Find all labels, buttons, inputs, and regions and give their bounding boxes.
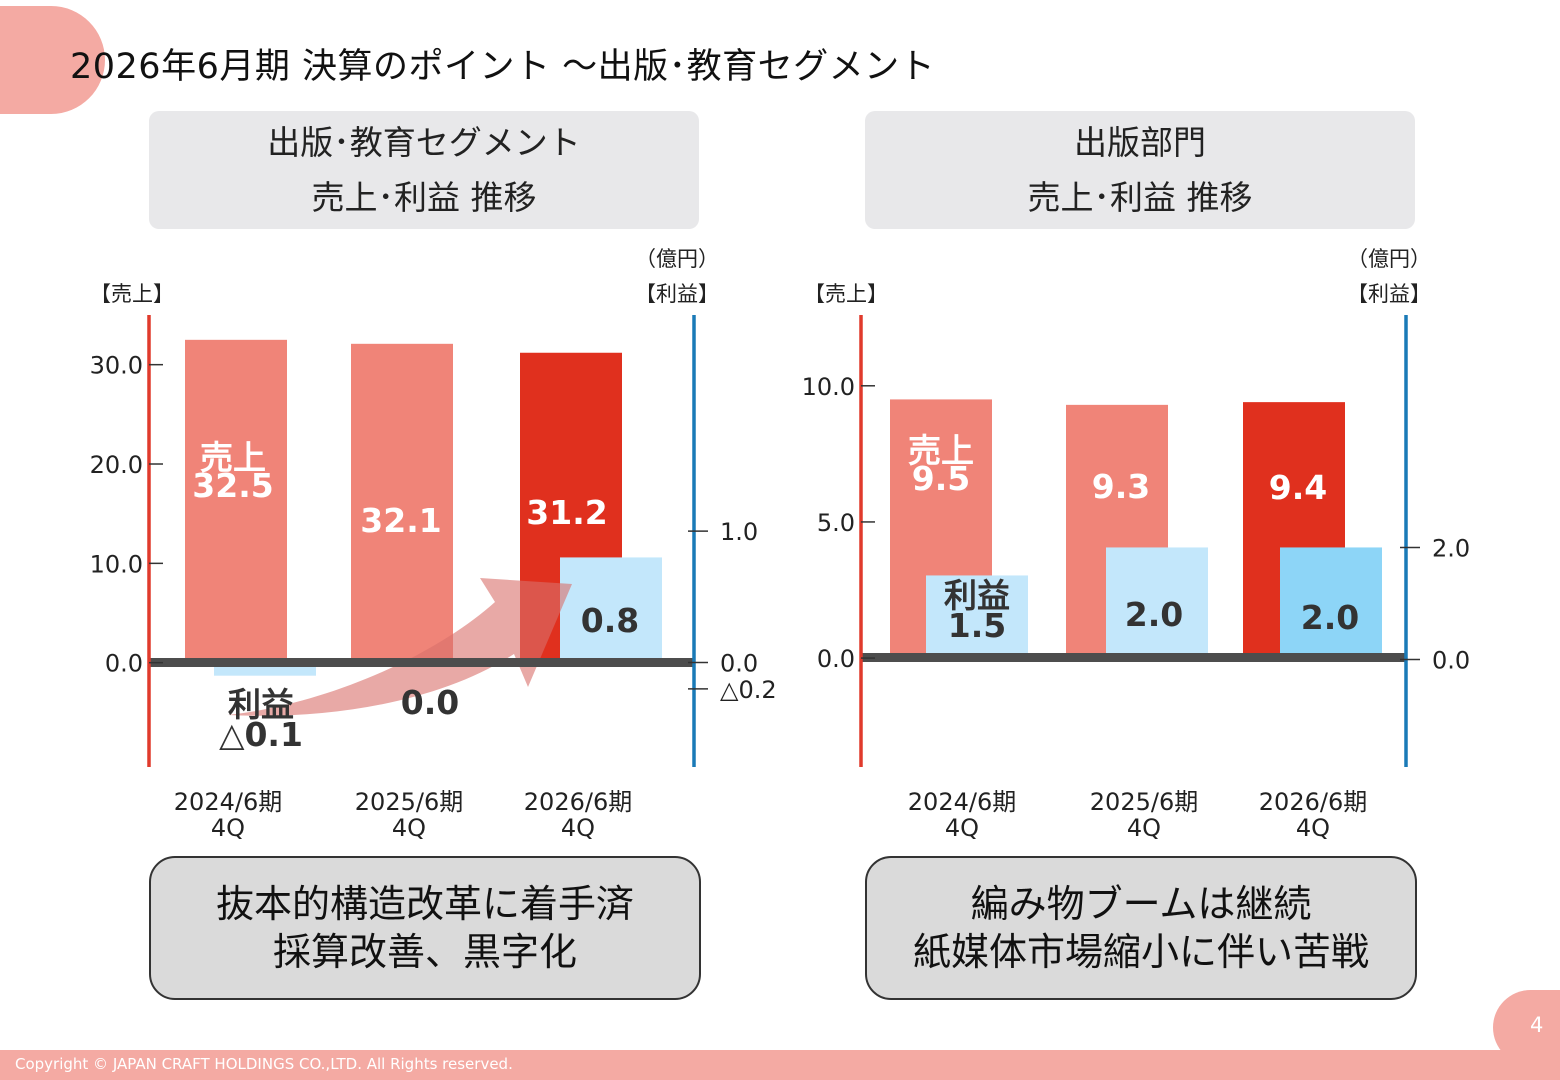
segment-sales-data-label-2: 32.1 bbox=[360, 501, 441, 540]
left-panel-header: 出版･教育セグメント 売上･利益 推移 bbox=[149, 111, 699, 229]
segment-zero-baseline bbox=[149, 658, 694, 667]
publishing-profit-data-label-3-line-1: 2.0 bbox=[1301, 598, 1359, 637]
segment-right-tick-label-3: △0.2 bbox=[720, 676, 777, 704]
publishing-sales-data-label-1: 売上9.5 bbox=[908, 431, 974, 498]
segment-category-label-1-line-2: 4Q bbox=[211, 814, 245, 842]
publishing-profit-data-label-1: 利益1.5 bbox=[944, 576, 1010, 645]
publishing-sales-data-label-3: 9.4 bbox=[1269, 468, 1327, 507]
segment-left-tick-label-2: 20.0 bbox=[90, 451, 143, 479]
segment-left-tick-label-3: 10.0 bbox=[90, 550, 143, 578]
segment-left-tick-label-1: 30.0 bbox=[90, 352, 143, 380]
publishing-unit-label: （億円） bbox=[1347, 247, 1431, 271]
segment-sales-profit-chart: 30.020.010.00.01.00.0△0.2（億円）【売上】 【利益】202… bbox=[90, 247, 777, 842]
publishing-sales-data-label-3-line-1: 9.4 bbox=[1269, 468, 1327, 507]
copyright-text: Copyright © JAPAN CRAFT HOLDINGS CO.,LTD… bbox=[15, 1055, 513, 1073]
publishing-sales-data-label-1-line-2: 9.5 bbox=[912, 459, 970, 498]
segment-category-label-1-line-1: 2024/6期 bbox=[174, 788, 282, 816]
segment-unit-label: （億円） bbox=[635, 247, 719, 271]
publishing-left-axis-label: 【売上】 bbox=[804, 282, 888, 306]
segment-profit-data-label-3-line-1: 0.8 bbox=[581, 601, 639, 640]
publishing-zero-baseline bbox=[861, 653, 1406, 662]
right-panel-header-line2: 売上･利益 推移 bbox=[1027, 178, 1253, 217]
segment-profit-data-label-1-line-2: △0.1 bbox=[219, 715, 303, 754]
publishing-right-tick-label-1: 2.0 bbox=[1432, 534, 1470, 562]
segment-right-axis-label: 【利益】 bbox=[635, 282, 719, 306]
publishing-right-tick-label-2: 0.0 bbox=[1432, 646, 1470, 674]
segment-category-label-2-line-1: 2025/6期 bbox=[355, 788, 463, 816]
publishing-sales-data-label-2: 9.3 bbox=[1092, 467, 1150, 506]
segment-sales-bar-1 bbox=[185, 339, 287, 663]
left-summary-line1: 抜本的構造改革に着手済 bbox=[215, 882, 634, 926]
publishing-right-axis-label: 【利益】 bbox=[1347, 282, 1431, 306]
segment-right-tick-label-1: 1.0 bbox=[720, 518, 758, 546]
publishing-sales-data-label-1-line-1: 売上 bbox=[908, 431, 974, 470]
segment-profit-data-label-2-line-1: 0.0 bbox=[401, 683, 459, 722]
publishing-category-label-3-line-2: 4Q bbox=[1296, 814, 1330, 842]
right-summary-line1: 編み物ブームは継続 bbox=[970, 882, 1312, 926]
segment-profit-data-label-1-line-1: 利益 bbox=[228, 685, 294, 724]
right-panel-header-line1: 出版部門 bbox=[1074, 123, 1206, 162]
segment-left-axis-label: 【売上】 bbox=[90, 282, 174, 306]
publishing-left-tick-label-3: 0.0 bbox=[817, 645, 855, 673]
profit-improvement-arrow-shape bbox=[228, 578, 572, 716]
publishing-profit-data-label-2-line-1: 2.0 bbox=[1125, 595, 1183, 634]
title-tab-decoration bbox=[0, 6, 105, 114]
left-summary-line2: 採算改善、黒字化 bbox=[272, 930, 577, 974]
segment-profit-data-label-2: 0.0 bbox=[401, 683, 459, 722]
segment-left-tick-label-4: 0.0 bbox=[105, 650, 143, 678]
publishing-left-tick-label-2: 5.0 bbox=[817, 509, 855, 537]
publishing-profit-bar-2 bbox=[1106, 547, 1208, 660]
publishing-category-label-3-line-1: 2026/6期 bbox=[1259, 788, 1367, 816]
segment-sales-bar-2 bbox=[351, 343, 453, 663]
segment-sales-data-label-3-line-1: 31.2 bbox=[526, 493, 607, 532]
segment-category-label-2-line-2: 4Q bbox=[392, 814, 426, 842]
right-panel-header: 出版部門 売上･利益 推移 bbox=[865, 111, 1415, 229]
segment-profit-bar-3 bbox=[560, 557, 662, 663]
publishing-profit-data-label-3: 2.0 bbox=[1301, 598, 1359, 637]
publishing-profit-data-label-1-line-1: 利益 bbox=[944, 576, 1010, 615]
publishing-sales-data-label-2-line-1: 9.3 bbox=[1092, 467, 1150, 506]
segment-category-label-3-line-1: 2026/6期 bbox=[524, 788, 632, 816]
left-panel-header-line2: 売上･利益 推移 bbox=[311, 178, 537, 217]
right-summary-line2: 紙媒体市場縮小に伴い苦戦 bbox=[912, 930, 1369, 974]
segment-sales-data-label-1-line-1: 売上 bbox=[200, 438, 266, 477]
segment-sales-data-label-2-line-1: 32.1 bbox=[360, 501, 441, 540]
publishing-category-label-2-line-2: 4Q bbox=[1127, 814, 1161, 842]
publishing-left-tick-label-1: 10.0 bbox=[802, 373, 855, 401]
publishing-category-label-2-line-1: 2025/6期 bbox=[1090, 788, 1198, 816]
left-summary-box: 抜本的構造改革に着手済 採算改善、黒字化 bbox=[149, 856, 701, 1000]
publishing-profit-bar-3 bbox=[1280, 547, 1382, 660]
profit-improvement-arrow bbox=[228, 578, 572, 716]
page-number: 4 bbox=[1530, 1013, 1544, 1037]
right-summary-box: 編み物ブームは継続 紙媒体市場縮小に伴い苦戦 bbox=[865, 856, 1417, 1000]
publishing-sales-profit-chart: 10.05.00.02.00.0（億円）【売上】 【利益】2024/6期4Q202… bbox=[802, 247, 1471, 842]
segment-right-tick-label-2: 0.0 bbox=[720, 650, 758, 678]
segment-sales-data-label-3: 31.2 bbox=[526, 493, 607, 532]
segment-profit-data-label-1: 利益△0.1 bbox=[219, 685, 303, 754]
segment-sales-data-label-1-line-2: 32.5 bbox=[192, 466, 273, 505]
segment-category-label-3-line-2: 4Q bbox=[561, 814, 595, 842]
page-title: 2026年6月期 決算のポイント ～出版･教育セグメント bbox=[70, 47, 936, 87]
publishing-profit-data-label-1-line-2: 1.5 bbox=[948, 606, 1006, 645]
publishing-profit-data-label-2: 2.0 bbox=[1125, 595, 1183, 634]
publishing-category-label-1-line-2: 4Q bbox=[945, 814, 979, 842]
left-panel-header-line1: 出版･教育セグメント bbox=[267, 123, 581, 162]
segment-profit-data-label-3: 0.8 bbox=[581, 601, 639, 640]
publishing-profit-bar-1 bbox=[926, 575, 1028, 660]
footer-bar: Copyright © JAPAN CRAFT HOLDINGS CO.,LTD… bbox=[0, 1050, 1560, 1080]
publishing-category-label-1-line-1: 2024/6期 bbox=[908, 788, 1016, 816]
